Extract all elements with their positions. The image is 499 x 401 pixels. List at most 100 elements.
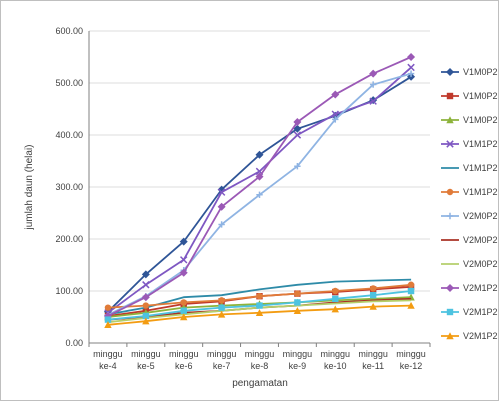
data-point bbox=[142, 281, 150, 289]
x-tick-label: minggu ke-8 bbox=[245, 349, 275, 371]
legend-entry: V2M0P2 bbox=[441, 235, 498, 245]
data-point bbox=[369, 302, 377, 310]
data-point bbox=[446, 212, 454, 220]
data-point bbox=[179, 256, 188, 264]
y-axis-tick-labels: 0.00 100.00 200.00 300.00 400.00 500.00 600.00 bbox=[55, 26, 83, 348]
x-tick-label: minggu ke-5 bbox=[131, 349, 161, 371]
series-12 bbox=[104, 301, 415, 328]
data-point bbox=[294, 290, 301, 297]
legend-entry: V1M0P2 bbox=[441, 67, 498, 77]
y-tick-label: 300.00 bbox=[55, 182, 83, 192]
legend-entry: V1M1P2 bbox=[441, 187, 498, 197]
x-tick-label: minggu ke-4 bbox=[93, 349, 123, 371]
y-tick-label: 500.00 bbox=[55, 78, 83, 88]
data-point bbox=[217, 202, 226, 211]
y-tick-label: 100.00 bbox=[55, 286, 83, 296]
data-point bbox=[369, 285, 377, 292]
data-point bbox=[294, 299, 301, 306]
series-6 bbox=[104, 281, 415, 311]
x-tick-label: minggu ke-9 bbox=[283, 349, 313, 371]
legend-entry: V2M0P2 bbox=[441, 211, 498, 221]
legend-entry: V2M0P2 bbox=[441, 259, 498, 269]
data-point bbox=[218, 304, 225, 311]
data-point bbox=[255, 172, 264, 181]
data-point bbox=[407, 70, 415, 77]
data-point bbox=[407, 63, 415, 72]
data-point bbox=[294, 163, 301, 170]
legend-label: V2M1P2 bbox=[463, 331, 498, 341]
legend-label: V1M0P2 bbox=[463, 67, 498, 77]
legend-entry: V2M1P2 bbox=[441, 283, 498, 293]
data-point bbox=[369, 97, 377, 105]
data-point bbox=[179, 268, 188, 277]
x-axis-title: pengamatan bbox=[232, 378, 288, 389]
series-lines bbox=[103, 53, 416, 328]
data-point bbox=[332, 295, 339, 302]
data-point bbox=[256, 293, 263, 300]
legend-label: V2M0P2 bbox=[463, 211, 498, 221]
data-point bbox=[217, 310, 226, 318]
y-tick-label: 200.00 bbox=[55, 234, 83, 244]
data-point bbox=[256, 302, 263, 309]
legend-label: V2M0P2 bbox=[463, 259, 498, 269]
data-point bbox=[446, 116, 454, 124]
data-point bbox=[180, 299, 187, 306]
x-tick-label: minggu ke-10 bbox=[321, 349, 351, 371]
x-tick-label: minggu ke-6 bbox=[169, 349, 199, 371]
data-point bbox=[446, 284, 454, 292]
data-point bbox=[407, 281, 415, 288]
data-point bbox=[104, 304, 112, 311]
legend-entry: V1M0P2 bbox=[441, 91, 498, 101]
data-point bbox=[407, 53, 416, 61]
legend-label: V1M0P2 bbox=[463, 91, 498, 101]
data-point bbox=[446, 308, 454, 316]
data-point bbox=[446, 68, 454, 76]
data-point bbox=[293, 124, 302, 133]
x-tick-label: minggu ke-7 bbox=[207, 349, 237, 371]
data-point bbox=[255, 150, 264, 159]
data-point bbox=[179, 237, 188, 246]
data-point bbox=[104, 321, 112, 328]
data-point bbox=[218, 297, 225, 304]
legend: V1M0P2 V1M0P2 V1M0P2 V1M1P2 V1M1P2 V1M1P2 V2M0… bbox=[441, 67, 498, 341]
data-point bbox=[369, 291, 377, 299]
data-point bbox=[104, 316, 112, 323]
legend-entry: V2M1P2 bbox=[441, 307, 498, 317]
legend-label: V1M1P2 bbox=[463, 139, 498, 149]
data-point bbox=[142, 302, 150, 309]
data-point bbox=[407, 287, 415, 295]
data-point bbox=[141, 293, 150, 302]
data-point bbox=[293, 131, 302, 139]
x-tick-label: minggu ke-11 bbox=[358, 349, 388, 371]
data-point bbox=[180, 313, 188, 321]
data-point bbox=[293, 118, 302, 126]
legend-entry: V1M1P2 bbox=[441, 139, 498, 149]
data-point bbox=[446, 92, 454, 100]
data-point bbox=[369, 81, 377, 88]
legend-label: V1M1P2 bbox=[463, 187, 498, 197]
data-point bbox=[446, 332, 454, 340]
legend-label: V2M1P2 bbox=[463, 307, 498, 317]
data-point bbox=[369, 69, 378, 78]
data-point bbox=[255, 309, 264, 317]
y-tick-label: 0.00 bbox=[65, 338, 83, 348]
legend-label: V2M0P2 bbox=[463, 235, 498, 245]
x-tick-label: minggu ke-12 bbox=[396, 349, 426, 371]
legend-label: V1M1P2 bbox=[463, 163, 498, 173]
data-point bbox=[142, 317, 150, 325]
data-point bbox=[256, 191, 263, 198]
legend-label: V1M0P2 bbox=[463, 115, 498, 125]
data-point bbox=[218, 221, 225, 228]
series-10 bbox=[103, 53, 416, 320]
series-11 bbox=[104, 287, 415, 323]
legend-entry: V2M1P2 bbox=[441, 331, 498, 341]
y-tick-label: 400.00 bbox=[55, 130, 83, 140]
data-point bbox=[332, 287, 339, 295]
data-point bbox=[332, 116, 339, 123]
legend-entry: V1M1P2 bbox=[441, 163, 498, 173]
data-point bbox=[141, 270, 150, 279]
data-point bbox=[293, 307, 302, 314]
data-point bbox=[142, 312, 150, 320]
legend-entry: V1M0P2 bbox=[441, 115, 498, 125]
